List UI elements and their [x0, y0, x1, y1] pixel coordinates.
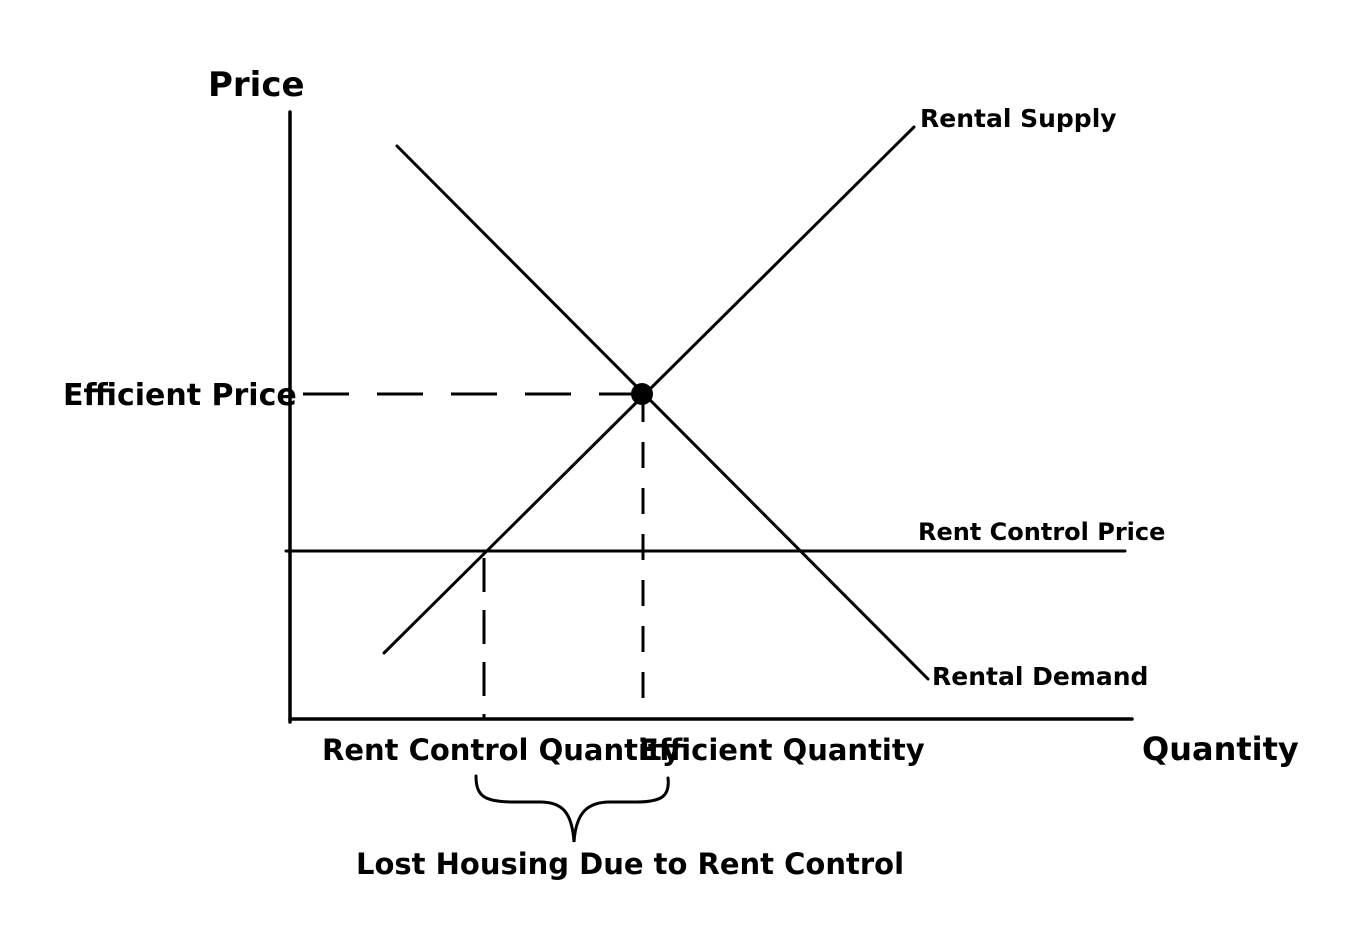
y-axis-label: Price — [208, 65, 305, 105]
lost-housing-brace — [474, 774, 670, 843]
rent-control-quantity-label: Rent Control Quantity — [322, 733, 681, 767]
supply-curve-label: Rental Supply — [920, 104, 1117, 133]
rent-control-price-label: Rent Control Price — [918, 518, 1165, 546]
x-axis-label: Quantity — [1142, 730, 1299, 768]
demand-curve — [395, 144, 930, 681]
lost-housing-label: Lost Housing Due to Rent Control — [356, 847, 904, 881]
efficient-price-label: Efficient Price — [63, 378, 297, 413]
equilibrium-point — [631, 383, 653, 405]
efficient-quantity-label: Efficient Quantity — [639, 733, 925, 767]
demand-curve-label: Rental Demand — [932, 662, 1148, 691]
